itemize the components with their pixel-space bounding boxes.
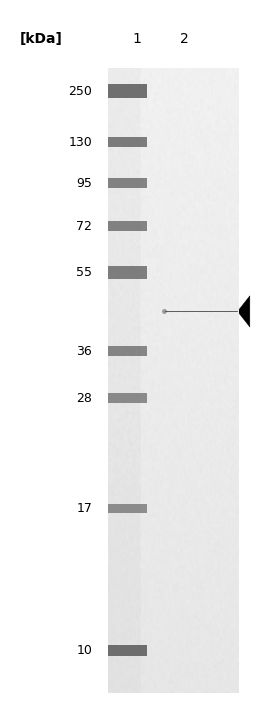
Bar (108, 178, 147, 188)
Text: 95: 95 (76, 177, 92, 190)
Bar (108, 266, 147, 279)
Bar (108, 137, 147, 147)
Text: 72: 72 (76, 220, 92, 232)
Text: 28: 28 (76, 392, 92, 405)
Text: 2: 2 (180, 32, 189, 46)
Text: 250: 250 (68, 85, 92, 97)
Text: 36: 36 (76, 345, 92, 358)
Text: [kDa]: [kDa] (19, 32, 62, 46)
Text: 55: 55 (76, 266, 92, 279)
Bar (108, 221, 147, 231)
Text: 17: 17 (76, 502, 92, 515)
Bar (108, 645, 147, 656)
Bar (108, 393, 147, 403)
Polygon shape (238, 296, 250, 327)
Bar (108, 346, 147, 356)
Text: 1: 1 (133, 32, 141, 46)
Bar (108, 84, 147, 97)
Bar (108, 503, 147, 513)
Text: 130: 130 (68, 136, 92, 149)
Text: 10: 10 (76, 644, 92, 657)
